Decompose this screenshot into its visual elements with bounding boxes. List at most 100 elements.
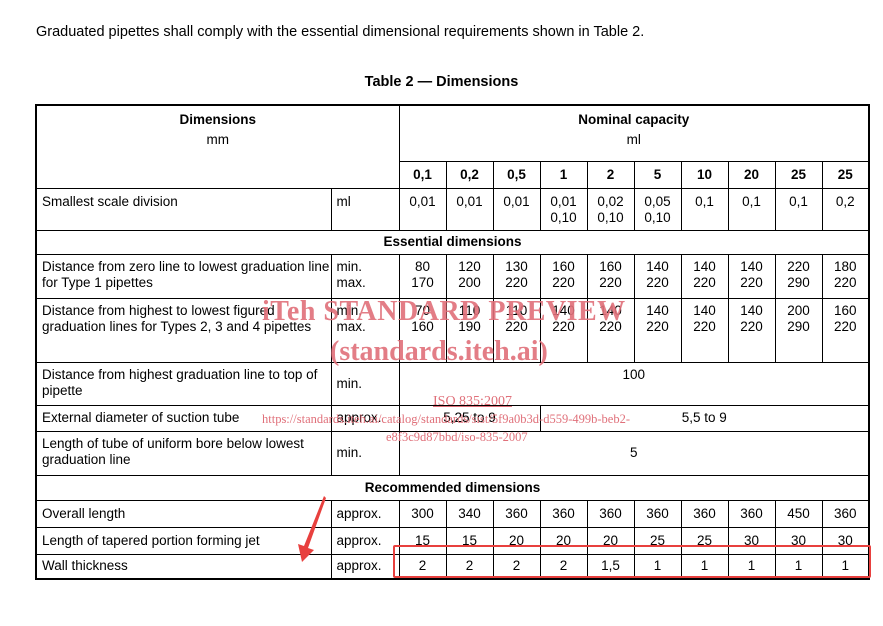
- value-line: 290: [787, 318, 810, 334]
- value-cell: 0,01: [445, 187, 494, 231]
- value-cell: 140 220: [727, 297, 776, 363]
- value-line: 220: [693, 318, 716, 334]
- unit-max: max.: [336, 318, 366, 334]
- value-cell: 140 220: [633, 297, 682, 363]
- row-label: Smallest scale division: [35, 187, 332, 231]
- merged-value: 100: [398, 361, 870, 406]
- value-cell: 1: [821, 553, 870, 580]
- value-cell: 1: [727, 553, 776, 580]
- value-line: 140: [693, 302, 716, 318]
- row-unit: min. max.: [330, 253, 400, 299]
- figured-row: Distance from highest to lowest figured …: [35, 297, 870, 363]
- row-unit: approx.: [330, 553, 400, 580]
- value-cell: 0,02 0,10: [586, 187, 635, 231]
- wall-thickness-row: Wall thickness approx. 2 2 2 2 1,5 1 1 1…: [35, 553, 870, 580]
- unit-max: max.: [336, 274, 366, 290]
- value-line: 220: [646, 318, 669, 334]
- table-caption: Table 2 — Dimensions: [364, 74, 519, 90]
- value-line: 140: [646, 302, 669, 318]
- value-line: 110: [505, 302, 528, 318]
- value-line: 160: [411, 318, 434, 334]
- value-line: 220: [599, 318, 622, 334]
- value-line: 0,02: [597, 193, 624, 209]
- value-line: 170: [411, 274, 434, 290]
- value-line: 220: [787, 258, 810, 274]
- value-cell: 220 290: [774, 253, 823, 299]
- value-line: 200: [458, 274, 481, 290]
- dimensions-unit: mm: [206, 132, 230, 147]
- value-line: 160: [599, 258, 622, 274]
- value-cell: 120 200: [445, 253, 494, 299]
- unit-min: min.: [336, 302, 363, 318]
- capacity-cell: 0,2: [445, 160, 494, 189]
- value-cell: 360: [539, 499, 588, 528]
- value-line: 200: [787, 302, 810, 318]
- value-line: 110: [458, 302, 481, 318]
- capacity-cell: 5: [633, 160, 682, 189]
- value-cell: 25: [633, 526, 682, 555]
- value-cell: 140 220: [680, 297, 729, 363]
- row-label: Overall length: [35, 499, 332, 528]
- value-cell: 300: [398, 499, 447, 528]
- smallest-scale-row: Smallest scale division ml 0,01 0,01 0,0…: [35, 187, 870, 231]
- zero-line-row: Distance from zero line to lowest gradua…: [35, 253, 870, 299]
- value-cell: 1: [633, 553, 682, 580]
- value-line: 140: [599, 302, 622, 318]
- value-cell: 360: [492, 499, 541, 528]
- value-cell: 140 220: [727, 253, 776, 299]
- value-line: 0,2: [835, 193, 855, 209]
- capacity-cell: 1: [539, 160, 588, 189]
- value-line: 220: [599, 274, 622, 290]
- value-cell: 110 190: [445, 297, 494, 363]
- value-line: 220: [646, 274, 669, 290]
- value-line: 120: [458, 258, 481, 274]
- value-line: 220: [552, 274, 575, 290]
- value-line: 220: [833, 318, 857, 334]
- merged-value: 5,5 to 9: [539, 404, 870, 432]
- value-line: 140: [552, 302, 575, 318]
- row-unit: min. max.: [330, 297, 400, 363]
- value-line: 0,05: [644, 193, 671, 209]
- value-line: 220: [740, 318, 763, 334]
- section-heading: Recommended dimensions: [35, 474, 870, 501]
- uniform-bore-row: Length of tube of uniform bore below low…: [35, 430, 870, 476]
- essential-heading-row: Essential dimensions: [35, 229, 870, 255]
- nominal-title: Nominal capacity: [578, 112, 690, 127]
- value-line: 140: [693, 258, 716, 274]
- value-line: 0,1: [789, 193, 808, 209]
- value-line: 140: [646, 258, 669, 274]
- row-label: Distance from highest graduation line to…: [35, 361, 332, 406]
- value-cell: 360: [727, 499, 776, 528]
- value-cell: 140 220: [586, 297, 635, 363]
- value-line: 160: [552, 258, 575, 274]
- capacity-cell: 10: [680, 160, 729, 189]
- value-cell: 30: [821, 526, 870, 555]
- value-line: 220: [740, 274, 763, 290]
- header-row: Dimensions mm Nominal capacity ml: [35, 104, 870, 189]
- value-cell: 160 220: [821, 297, 870, 363]
- row-label: Length of tube of uniform bore below low…: [35, 430, 332, 476]
- value-cell: 0,1: [727, 187, 776, 231]
- value-line: 0,10: [597, 209, 624, 225]
- value-line: 0,1: [742, 193, 761, 209]
- value-cell: 360: [680, 499, 729, 528]
- dimensions-table: Dimensions mm Nominal capacity ml 0,1 0,…: [35, 104, 870, 580]
- value-cell: 0,01: [492, 187, 541, 231]
- tapered-portion-row: Length of tapered portion forming jet ap…: [35, 526, 870, 555]
- value-line: 190: [458, 318, 481, 334]
- merged-value: 5,25 to 9: [398, 404, 541, 432]
- value-cell: 340: [445, 499, 494, 528]
- value-cell: 2: [492, 553, 541, 580]
- row-unit: approx.: [330, 526, 400, 555]
- nominal-unit: ml: [626, 132, 641, 147]
- value-cell: 0,1: [680, 187, 729, 231]
- merged-value: 5: [398, 430, 870, 476]
- value-cell: 180 220: [821, 253, 870, 299]
- capacity-cell: 20: [727, 160, 776, 189]
- row-label: Distance from zero line to lowest gradua…: [35, 253, 332, 299]
- value-line: 0,01: [456, 193, 483, 209]
- value-cell: 1,5: [586, 553, 635, 580]
- annotation-arrow-icon: [298, 496, 326, 562]
- value-line: 0,01: [409, 193, 436, 209]
- section-heading: Essential dimensions: [35, 229, 870, 255]
